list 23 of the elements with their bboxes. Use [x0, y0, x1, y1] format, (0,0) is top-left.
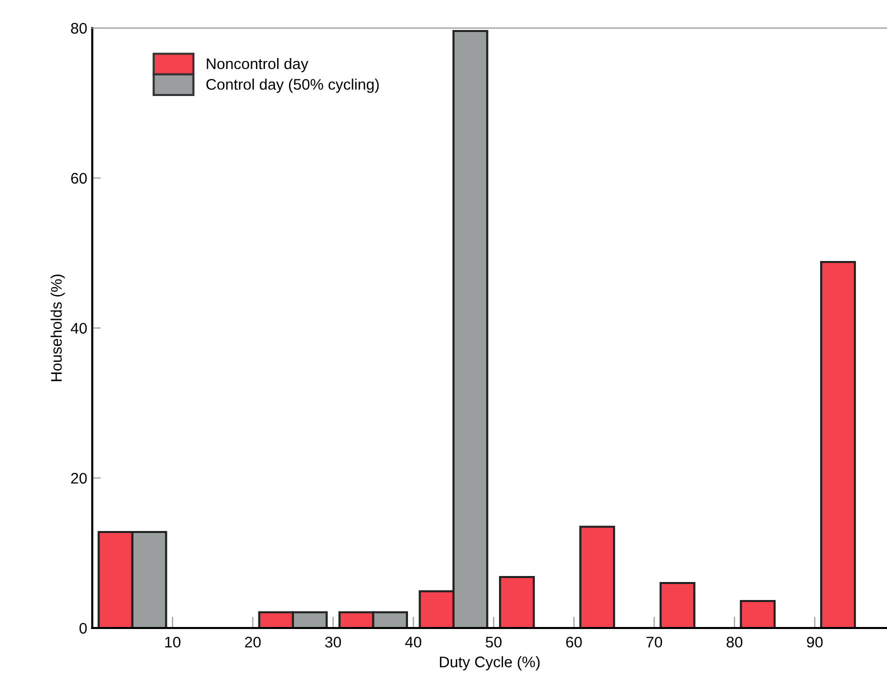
x-tick-label: 90	[806, 636, 823, 648]
x-tick-label: 20	[245, 636, 261, 648]
y-tick-label: 80	[71, 22, 87, 34]
bar	[579, 526, 616, 628]
x-tick-label: 80	[726, 636, 742, 648]
y-axis-title: Households (%)	[50, 274, 65, 382]
x-tick-label: 70	[646, 636, 662, 648]
x-tick-label: 30	[325, 636, 341, 648]
y-tick-label: 60	[71, 172, 87, 184]
x-tick-label: 60	[566, 636, 582, 648]
bar	[820, 260, 856, 628]
x-tick-label: 40	[405, 636, 422, 648]
bar	[740, 600, 776, 628]
x-tick-label: 10	[165, 636, 180, 648]
legend-label: Control day (50% cycling)	[206, 78, 379, 93]
legend-label: Noncontrol day	[206, 58, 308, 72]
y-tick-label: 40	[70, 322, 87, 334]
x-tick-label: 50	[486, 636, 502, 648]
y-tick-label: 0	[79, 622, 87, 634]
x-axis-title: Duty Cycle (%)	[440, 656, 540, 670]
bar	[499, 576, 535, 628]
bar	[660, 582, 696, 628]
y-tick-label: 20	[71, 472, 87, 484]
